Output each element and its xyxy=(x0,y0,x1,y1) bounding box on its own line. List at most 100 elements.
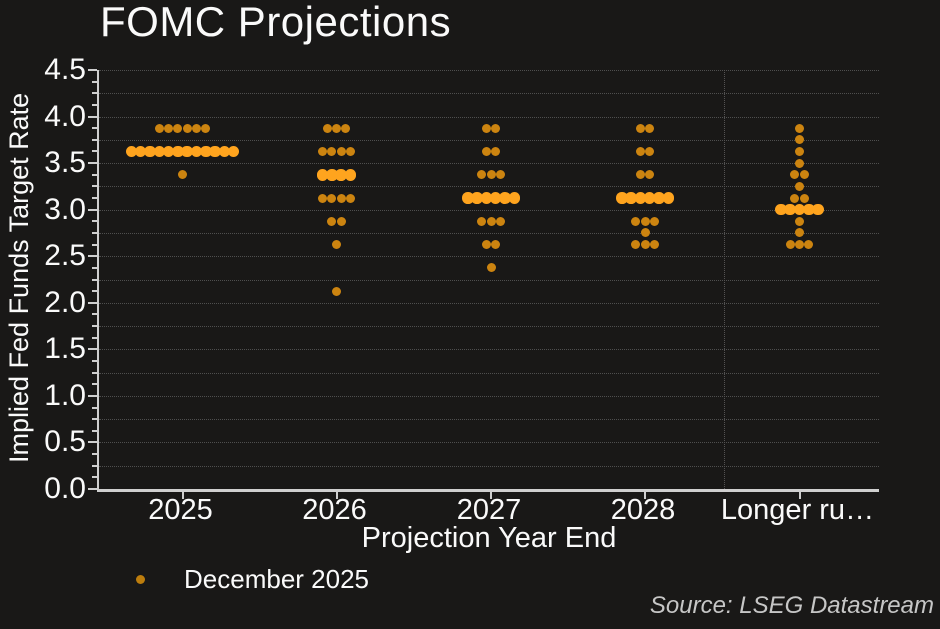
y-axis-tick xyxy=(92,453,97,456)
projection-dot xyxy=(635,170,645,180)
median-dot xyxy=(153,145,165,158)
x-axis-title: Projection Year End xyxy=(361,522,617,554)
projection-dot xyxy=(640,240,650,250)
y-axis-tick xyxy=(88,115,97,118)
x-tick-label: 2027 xyxy=(456,494,522,526)
median-dot xyxy=(803,203,815,216)
y-axis-tick xyxy=(92,231,97,234)
projection-dot xyxy=(486,263,496,273)
projection-dot xyxy=(635,146,645,156)
y-axis-tick xyxy=(88,394,97,397)
x-axis-tick xyxy=(335,492,338,499)
projection-dot xyxy=(154,123,164,133)
legend: December 2025 xyxy=(130,564,369,595)
median-dot xyxy=(775,203,787,216)
projection-dot xyxy=(332,123,341,133)
median-dot xyxy=(200,145,212,158)
gridline xyxy=(99,209,879,211)
category-separator-line xyxy=(723,70,725,489)
y-axis-tick xyxy=(92,103,97,106)
median-dot xyxy=(316,169,329,181)
projection-dot xyxy=(799,193,809,203)
gridline xyxy=(99,186,879,188)
y-axis-tick xyxy=(92,127,97,130)
projection-dot xyxy=(345,146,355,156)
x-axis-tick xyxy=(798,492,801,499)
gridline xyxy=(99,93,879,95)
gridline xyxy=(99,279,879,281)
y-axis-tick xyxy=(88,208,97,211)
projection-dot xyxy=(790,170,800,180)
y-axis-tick xyxy=(88,301,97,304)
y-axis-tick xyxy=(92,371,97,374)
median-dot xyxy=(625,192,637,204)
projection-dot xyxy=(486,170,496,180)
chart-title: FOMC Projections xyxy=(100,0,452,45)
projection-dot xyxy=(322,123,332,133)
projection-dot xyxy=(481,123,491,133)
gridline xyxy=(99,442,879,444)
projection-dot xyxy=(795,228,804,238)
projection-dot xyxy=(495,216,505,226)
projection-dot xyxy=(332,240,341,250)
y-axis-tick xyxy=(92,278,97,281)
x-tick-label: 2025 xyxy=(148,494,213,526)
y-axis-tick xyxy=(92,464,97,467)
projection-dot xyxy=(804,240,814,250)
gridline xyxy=(99,465,879,467)
median-dot xyxy=(462,192,474,204)
y-tick-label: 2.5 xyxy=(44,239,86,273)
gridline xyxy=(99,70,879,71)
source-credit: Source: LSEG Datastream xyxy=(649,592,934,619)
y-axis-tick xyxy=(92,185,97,188)
median-dot xyxy=(784,203,796,216)
x-tick-label: 2028 xyxy=(610,494,676,526)
median-dot xyxy=(125,145,138,158)
projection-dot xyxy=(336,216,346,226)
projection-dot xyxy=(799,170,809,180)
y-axis-tick xyxy=(92,336,97,339)
median-dot xyxy=(326,169,338,181)
x-axis-tick xyxy=(490,492,492,499)
projection-dot xyxy=(645,123,655,133)
projection-dot xyxy=(336,193,346,203)
median-dot xyxy=(793,203,806,216)
projection-dot xyxy=(640,228,650,238)
y-axis-tick xyxy=(92,243,97,246)
projection-dot xyxy=(477,216,487,226)
y-tick-label: 3.5 xyxy=(44,146,86,180)
projection-dot xyxy=(341,123,351,133)
median-dot xyxy=(643,192,656,204)
median-dot xyxy=(134,145,147,158)
median-dot xyxy=(634,192,647,204)
projection-dot xyxy=(491,240,501,250)
y-axis-tick xyxy=(88,441,97,444)
projection-dot xyxy=(491,146,501,156)
legend-label: December 2025 xyxy=(184,564,369,594)
projection-dot xyxy=(327,146,337,156)
x-tick-label: 2026 xyxy=(302,494,367,526)
projection-dot xyxy=(640,216,650,226)
projection-dot xyxy=(481,240,491,250)
median-dot xyxy=(144,145,156,158)
projection-dot xyxy=(795,240,804,250)
x-axis-tick xyxy=(181,492,184,499)
projection-dot xyxy=(790,193,800,203)
y-axis-tick xyxy=(92,290,97,293)
median-dot xyxy=(480,192,493,204)
median-dot xyxy=(489,192,502,204)
y-tick-label: 1.0 xyxy=(44,378,86,412)
y-tick-label: 2.0 xyxy=(44,285,86,319)
projection-dot xyxy=(795,135,804,145)
gridline xyxy=(99,326,879,328)
plot-area xyxy=(88,69,879,499)
y-axis-tick xyxy=(88,162,97,165)
y-axis-tick xyxy=(88,255,97,258)
median-dot xyxy=(335,169,347,181)
legend-dot-icon xyxy=(136,575,145,584)
median-dot xyxy=(227,145,240,158)
median-dot xyxy=(344,169,357,181)
y-axis-tick xyxy=(92,138,97,141)
projection-dot xyxy=(191,123,201,133)
median-dot xyxy=(172,145,184,158)
